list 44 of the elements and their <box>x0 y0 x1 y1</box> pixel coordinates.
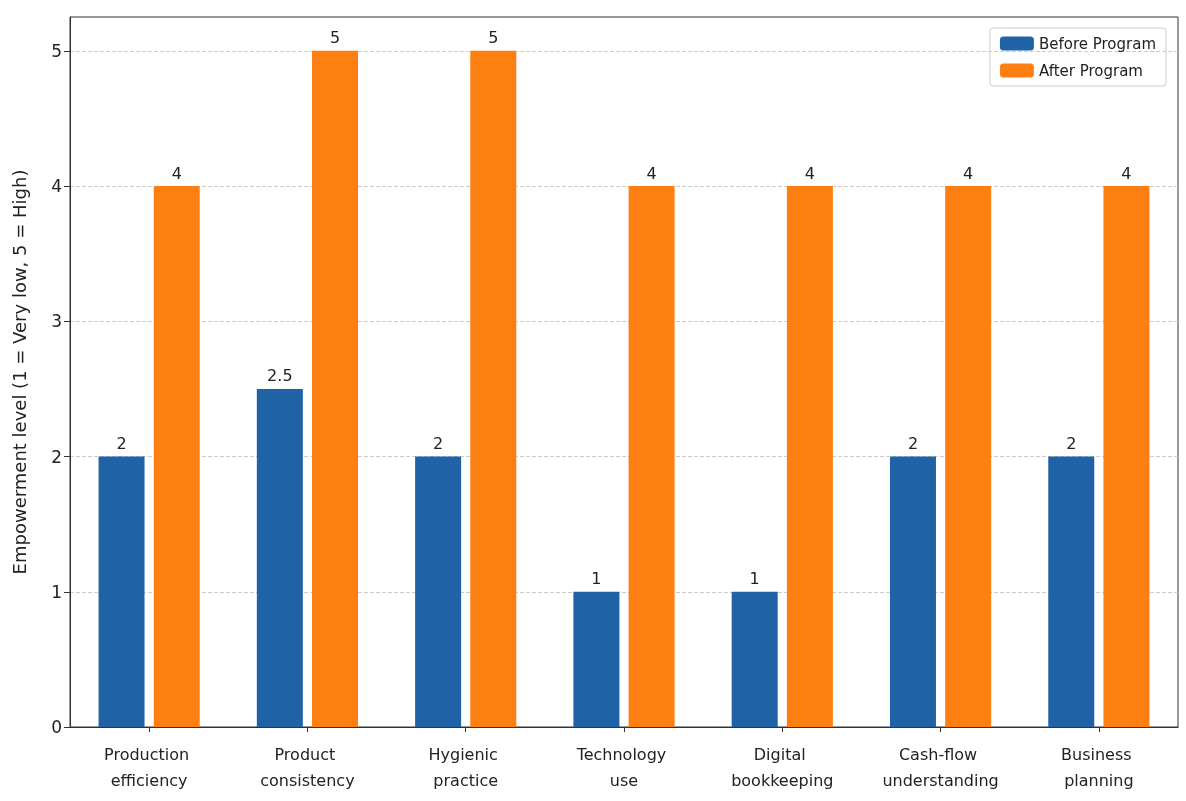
legend-label: Before Program <box>1038 34 1157 53</box>
data-label: 4 <box>1121 163 1132 183</box>
data-label: 4 <box>804 163 815 183</box>
data-label: 4 <box>646 163 657 183</box>
bar <box>1103 186 1150 727</box>
bar <box>731 591 778 727</box>
bar <box>470 50 517 727</box>
y-tick-label: 2 <box>51 446 62 467</box>
bar <box>153 186 200 727</box>
bar <box>945 186 992 727</box>
x-tick-label: Hygienic practice <box>428 744 503 790</box>
data-label: 4 <box>963 163 974 183</box>
x-tick-label: Product consistency <box>260 744 355 790</box>
y-tick-label: 5 <box>51 40 62 61</box>
bar <box>889 456 936 727</box>
data-label: 5 <box>329 28 341 48</box>
y-tick-label: 1 <box>51 581 62 602</box>
x-tick-label: Production efficiency <box>104 744 195 790</box>
bar <box>1048 456 1095 727</box>
bar <box>628 186 675 727</box>
bar <box>256 388 303 727</box>
x-tick-label: Digital bookkeeping <box>731 744 834 790</box>
data-label: 5 <box>488 28 499 48</box>
data-label: 2 <box>116 434 127 454</box>
x-tick-label: Technology use <box>575 744 672 790</box>
bar <box>415 456 462 727</box>
data-label: 1 <box>591 569 602 589</box>
data-label: 2 <box>433 434 444 454</box>
data-label: 2.5 <box>267 366 293 386</box>
bar <box>98 456 145 727</box>
bar <box>786 186 833 727</box>
legend-label: After Program <box>1038 61 1143 80</box>
data-label: 2 <box>907 434 919 454</box>
data-label: 4 <box>171 163 182 183</box>
y-axis-title: Empowerment level (1 = Very low, 5 = High) <box>8 169 30 575</box>
data-label: 1 <box>749 569 760 589</box>
data-label: 2 <box>1066 434 1077 454</box>
y-tick-label: 0 <box>51 717 62 737</box>
bar <box>573 591 620 727</box>
x-tick-label: Business planning <box>1061 744 1137 790</box>
x-tick-label: Cash-flow understanding <box>882 744 999 790</box>
y-tick-label: 3 <box>51 311 62 332</box>
bar <box>312 50 359 727</box>
y-tick-label: 4 <box>51 176 62 197</box>
